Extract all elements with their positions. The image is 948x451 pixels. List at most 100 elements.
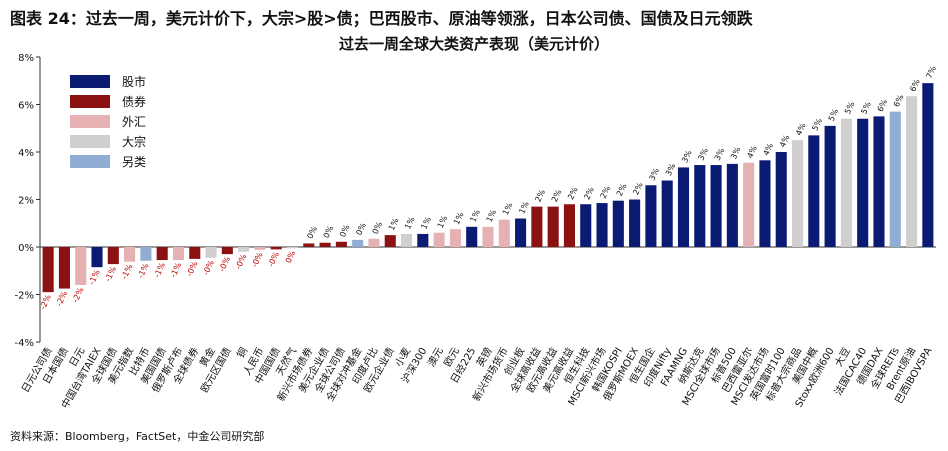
data-label: 1% bbox=[403, 215, 417, 231]
legend-swatch-bonds bbox=[70, 94, 110, 108]
category-labels: 日元公司债日本国债日元中国台湾TAIEX全球国债美元指数比特币美国国债俄罗斯卢布… bbox=[18, 345, 934, 411]
bar bbox=[124, 247, 136, 262]
bar bbox=[368, 238, 380, 247]
bar bbox=[58, 247, 70, 289]
bar bbox=[449, 229, 461, 247]
data-label: -1% bbox=[152, 261, 167, 279]
legend-swatch-commodities bbox=[70, 134, 110, 148]
data-label: 6% bbox=[876, 98, 890, 114]
data-label: 3% bbox=[648, 166, 662, 182]
legend-label-alternatives: 另类 bbox=[122, 154, 147, 169]
legend-item-commodities: 大宗 bbox=[70, 131, 146, 151]
data-label: 2% bbox=[550, 188, 564, 204]
data-label: 2% bbox=[582, 185, 596, 201]
bar bbox=[710, 165, 722, 247]
y-tick-label: 6% bbox=[18, 101, 34, 112]
bar bbox=[303, 243, 315, 247]
bar bbox=[189, 247, 201, 259]
bar bbox=[140, 247, 152, 261]
legend-swatch-alternatives bbox=[70, 154, 110, 168]
data-label: 6% bbox=[892, 93, 906, 109]
legend-swatch-fx bbox=[70, 114, 110, 128]
data-label: 1% bbox=[452, 210, 466, 226]
data-label: 0% bbox=[371, 220, 385, 236]
bar bbox=[319, 242, 331, 247]
bar bbox=[107, 247, 119, 265]
bar bbox=[857, 118, 869, 247]
data-label: 1% bbox=[517, 200, 531, 216]
bar bbox=[808, 135, 820, 247]
bar bbox=[352, 239, 364, 247]
bar bbox=[791, 140, 804, 247]
data-label: 2% bbox=[631, 181, 645, 197]
data-label: 1% bbox=[419, 215, 433, 231]
bar bbox=[498, 219, 510, 247]
bars bbox=[42, 83, 934, 293]
bar bbox=[270, 247, 282, 250]
legend: 股市 债券 外汇 大宗 另类 bbox=[70, 71, 146, 171]
bar bbox=[840, 118, 852, 247]
bar bbox=[873, 116, 885, 247]
legend-swatch-stocks bbox=[70, 74, 110, 88]
bar bbox=[91, 247, 103, 268]
data-label: -0% bbox=[201, 258, 216, 276]
data-label: -0% bbox=[217, 255, 232, 273]
data-label: -0% bbox=[185, 260, 200, 278]
bar bbox=[726, 163, 738, 247]
data-label: -1% bbox=[120, 262, 135, 280]
data-label: 3% bbox=[729, 145, 743, 161]
data-label: 4% bbox=[745, 144, 759, 160]
bar bbox=[629, 199, 641, 247]
y-tick-label: -2% bbox=[15, 291, 34, 302]
data-label: -2% bbox=[54, 289, 69, 307]
data-label: 4% bbox=[762, 141, 776, 157]
data-label: -0% bbox=[234, 252, 249, 270]
bar bbox=[156, 247, 168, 261]
bar bbox=[531, 206, 543, 247]
data-label: -0% bbox=[250, 250, 265, 268]
data-labels: -2% -2% -2%-1% -1% -1% -1% -1% -1% -0% -0% -0% -0% -… bbox=[38, 64, 938, 311]
legend-label-stocks: 股市 bbox=[122, 74, 147, 89]
legend-label-fx: 外汇 bbox=[122, 114, 147, 129]
data-label: -0% bbox=[266, 250, 281, 268]
bar bbox=[466, 226, 478, 247]
bar bbox=[238, 247, 250, 252]
chart-title: 过去一周全球大类资产表现（美元计价） bbox=[338, 35, 609, 53]
y-tick-label: 8% bbox=[18, 53, 34, 64]
data-label: 2% bbox=[599, 184, 613, 200]
bar bbox=[384, 235, 396, 247]
y-tick-label: -4% bbox=[15, 338, 34, 349]
data-label: 2% bbox=[566, 185, 580, 201]
source-note: 资料来源：Bloomberg，FactSet，中金公司研究部 bbox=[10, 430, 265, 443]
legend-item-stocks: 股市 bbox=[70, 71, 146, 91]
bar bbox=[580, 204, 592, 247]
y-tick-label: 0% bbox=[18, 243, 34, 254]
bar bbox=[612, 200, 624, 247]
bar bbox=[759, 160, 771, 247]
bar bbox=[417, 233, 429, 247]
data-label: 0% bbox=[284, 249, 298, 265]
y-tick-label: 2% bbox=[18, 196, 34, 207]
bar bbox=[922, 83, 934, 247]
data-label: 1% bbox=[436, 214, 450, 230]
data-label: 1% bbox=[468, 208, 482, 224]
data-label: 5% bbox=[859, 100, 873, 116]
data-label: 3% bbox=[696, 146, 710, 162]
bar bbox=[677, 167, 690, 247]
data-label: 5% bbox=[827, 107, 841, 123]
category-label: 澳元 bbox=[424, 345, 445, 369]
bar bbox=[221, 247, 233, 255]
bar bbox=[596, 203, 608, 247]
bar bbox=[515, 218, 527, 247]
data-label: 2% bbox=[534, 188, 548, 204]
data-label: 3% bbox=[680, 149, 694, 165]
bar bbox=[401, 233, 413, 247]
bar bbox=[906, 96, 918, 247]
bar bbox=[205, 247, 217, 258]
data-label: 4% bbox=[794, 121, 808, 137]
legend-label-commodities: 大宗 bbox=[122, 134, 147, 149]
data-label: -2% bbox=[71, 286, 86, 304]
data-label: 5% bbox=[843, 100, 857, 116]
data-label: 1% bbox=[387, 216, 401, 232]
data-label: -1% bbox=[103, 265, 118, 283]
